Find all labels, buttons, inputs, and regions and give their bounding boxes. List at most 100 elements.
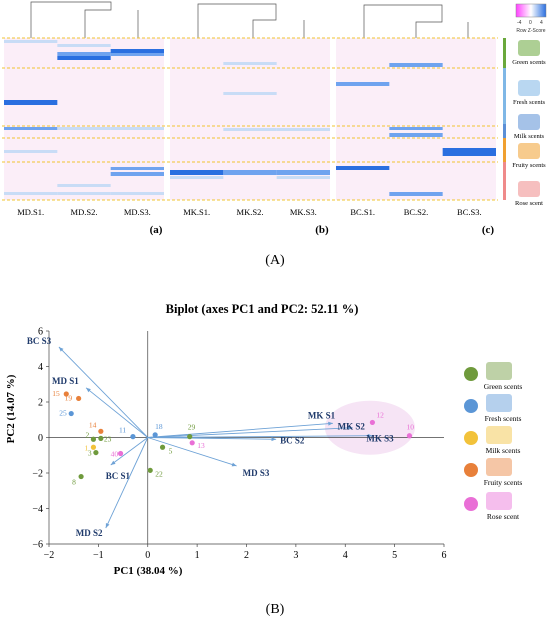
figure-label-b: (B) [266,602,285,617]
heatmap-cell [389,133,443,137]
data-point [406,433,413,439]
data-point [63,391,69,397]
data-point [76,395,82,402]
category-icon [518,80,540,96]
point-label: 14 [89,420,97,429]
data-point [90,436,97,442]
column-label: MD.S2. [71,207,98,217]
heatmap-cell [110,172,164,176]
vector-label: MD S1 [52,376,79,386]
chart-title: Biplot (axes PC1 and PC2: 52.11 %) [166,302,359,316]
heatmap-cell [223,128,277,131]
panel-letter: (b) [315,224,329,236]
point-label: 1 [84,443,88,452]
category-label: Green scents [512,59,546,66]
heatmap-cell [276,170,330,175]
category-bar [503,68,506,124]
y-tick-label: −6 [32,540,43,551]
data-point [152,432,158,438]
heatmap-cell [170,176,224,179]
heatmap-cell [110,49,164,53]
legend-icon [486,394,512,412]
y-tick-label: 0 [38,433,43,444]
heatmap-cell [4,127,58,130]
point-label: 18 [155,422,163,431]
column-label: MK.S1. [183,207,210,217]
data-point [130,434,136,440]
point-label: 2 [85,430,89,439]
biplot-legend: Green scents Fresh scents Milk scents Fruit… [464,362,522,521]
vector-arrowhead [105,523,110,529]
data-point [147,467,153,473]
heatmap-cell [4,192,58,195]
category-bar [503,124,506,138]
heatmap-cell [57,56,111,60]
legend-marker [464,431,478,445]
highlight-ellipse [324,400,415,455]
data-point [98,435,104,441]
y-tick-label: 2 [38,398,43,409]
color-key-bar [515,3,547,18]
legend-marker [464,367,478,381]
legend-icon [486,492,512,510]
loading-vector [147,427,353,438]
column-label: MD.S1. [17,207,44,217]
data-point [369,419,376,426]
heatmap-cell [336,166,390,170]
loading-vector [147,435,373,438]
category-icon [518,181,540,197]
heatmap-cell [170,170,224,175]
color-key-tick: 0 [529,20,532,26]
heatmap-cell [223,92,277,95]
category-bar [503,38,506,68]
data-point [117,450,124,457]
column-label: MK.S3. [290,207,317,217]
loading-vector [110,437,149,466]
x-tick-label: 3 [293,550,298,561]
loading-vector [85,387,149,438]
category-bar [503,138,506,162]
category-label: Milk scents [514,133,545,140]
legend-icon [486,458,512,476]
y-tick-label: 4 [38,362,43,373]
point-label: 19 [65,393,73,402]
data-point [187,434,193,440]
dendrogram [30,1,112,38]
heatmap-cell [442,148,496,156]
color-key-tick: 4 [540,20,543,26]
point-label: 8 [72,478,76,487]
vector-arrowhead [58,346,64,352]
legend-marker [464,399,478,413]
vector-label: MK S3 [366,434,394,444]
heatmap-cell [57,127,111,130]
color-key-tick: -4 [517,20,522,26]
vector-label: BC S1 [106,471,131,481]
vector-arrowhead [328,421,333,426]
category-label: Fresh scents [513,99,545,106]
heatmap-cell [110,167,164,170]
vector-label: BC S3 [27,336,52,346]
y-tick-label: −4 [32,504,43,515]
x-axis-label: PC1 (38.04 %) [114,565,183,577]
point-label: 23 [104,434,112,443]
heatmap-cell [223,170,277,175]
color-key-title: Row Z-Score [516,28,545,34]
point-label: 3 [88,449,92,458]
point-label: 29 [188,423,196,432]
data-point [78,473,84,480]
data-point [90,444,97,450]
point-label: 12 [376,410,384,419]
panel-letter: (c) [482,224,495,236]
category-icon [518,40,540,56]
heatmap-cell [57,44,111,47]
legend-label: Green scents [484,382,523,391]
category-label: Rose scent [515,200,543,207]
heatmap-cell [57,192,111,195]
loading-vector [147,437,277,440]
y-tick-label: −2 [32,469,43,480]
heatmap-panel [336,38,496,200]
loading-vector [105,437,149,529]
vector-label: MK S2 [338,422,366,432]
heatmap-cell [389,192,443,196]
loading-vector [58,346,149,438]
